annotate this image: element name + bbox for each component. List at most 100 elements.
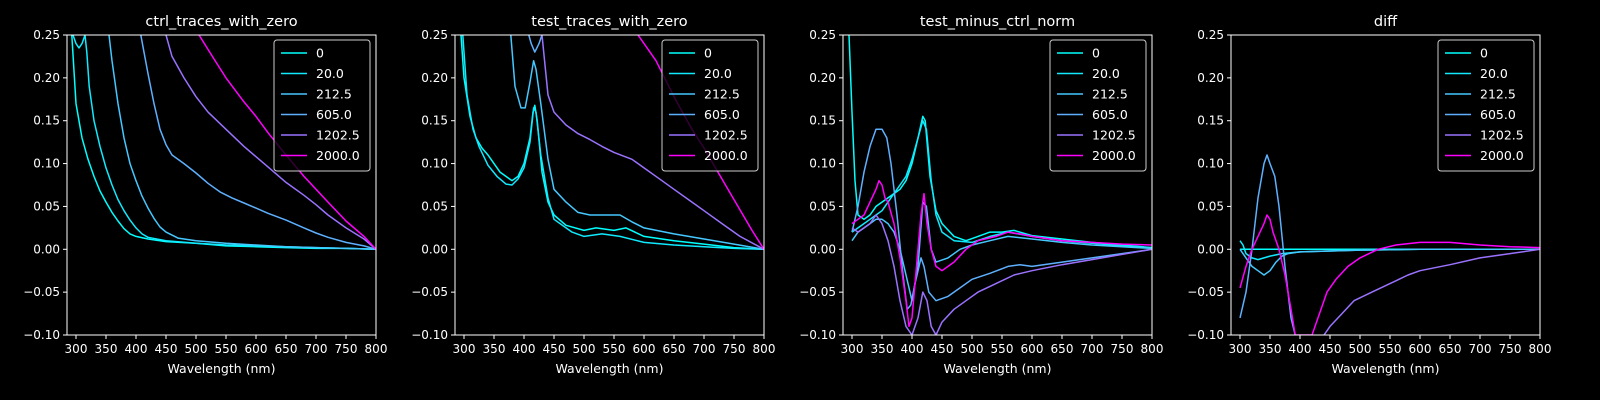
x-tick-label: 800 bbox=[1529, 342, 1552, 356]
y-tick-label: 0.25 bbox=[1197, 28, 1224, 42]
x-axis-label: Wavelength (nm) bbox=[944, 361, 1052, 376]
plot-frame bbox=[454, 34, 765, 336]
x-tick-label: 700 bbox=[693, 342, 716, 356]
series-group bbox=[460, 35, 764, 251]
x-tick-label: 500 bbox=[1349, 342, 1372, 356]
legend-label: 605.0 bbox=[1480, 107, 1516, 122]
legend: 0 20.0 212.5 605.0 1202.5 2000.0 bbox=[1049, 39, 1147, 172]
x-tick-label: 550 bbox=[215, 342, 238, 356]
x-axis-label: Wavelength (nm) bbox=[1332, 361, 1440, 376]
x-tick-label: 800 bbox=[753, 342, 776, 356]
x-tick-label: 350 bbox=[483, 342, 506, 356]
x-tick-label: 350 bbox=[1259, 342, 1282, 356]
series-line-2 bbox=[108, 35, 376, 251]
y-tick-label: −0.10 bbox=[799, 328, 836, 342]
y-tick-label: 0.25 bbox=[33, 28, 60, 42]
y-tick-label: 0.00 bbox=[421, 242, 448, 256]
legend: 0 20.0 212.5 605.0 1202.5 2000.0 bbox=[273, 39, 371, 172]
legend-label: 605.0 bbox=[704, 107, 740, 122]
plot-frame bbox=[66, 34, 377, 336]
series-line-3 bbox=[528, 35, 543, 53]
x-tick-label: 650 bbox=[1051, 342, 1074, 356]
series-line-4 bbox=[1323, 248, 1540, 335]
legend-label: 212.5 bbox=[704, 87, 740, 102]
legend-label: 2000.0 bbox=[1480, 148, 1524, 163]
x-tick-label: 650 bbox=[663, 342, 686, 356]
x-tick-label: 600 bbox=[1409, 342, 1432, 356]
y-tick-label: −0.10 bbox=[411, 328, 448, 342]
legend-label: 212.5 bbox=[316, 87, 352, 102]
x-tick-label: 500 bbox=[185, 342, 208, 356]
legend-label: 0 bbox=[1092, 46, 1100, 61]
series-group bbox=[1239, 154, 1540, 335]
y-tick-label: 0.05 bbox=[33, 199, 60, 213]
x-tick-label: 400 bbox=[1289, 342, 1312, 356]
x-tick-label: 600 bbox=[633, 342, 656, 356]
series-line-1 bbox=[72, 35, 376, 251]
legend-label: 2000.0 bbox=[316, 148, 360, 163]
x-tick-label: 350 bbox=[871, 342, 894, 356]
x-tick-label: 700 bbox=[1081, 342, 1104, 356]
x-tick-label: 550 bbox=[1379, 342, 1402, 356]
legend-label: 20.0 bbox=[1480, 66, 1508, 81]
x-tick-label: 400 bbox=[513, 342, 536, 356]
y-tick-label: −0.10 bbox=[1187, 328, 1224, 342]
legend-label: 1202.5 bbox=[704, 128, 748, 143]
series-line-4 bbox=[541, 35, 764, 250]
series-line-3 bbox=[140, 35, 376, 251]
x-tick-label: 600 bbox=[245, 342, 268, 356]
legend-label: 605.0 bbox=[1092, 107, 1128, 122]
y-tick-label: 0.25 bbox=[809, 28, 836, 42]
y-tick-label: 0.20 bbox=[1197, 71, 1224, 85]
plot-frame bbox=[842, 34, 1153, 336]
x-tick-label: 550 bbox=[991, 342, 1014, 356]
chart-title: ctrl_traces_with_zero bbox=[145, 14, 297, 30]
x-tick-label: 300 bbox=[841, 342, 864, 356]
x-tick-label: 650 bbox=[1439, 342, 1462, 356]
chart-title: test_minus_ctrl_norm bbox=[920, 14, 1075, 30]
legend-label: 1202.5 bbox=[316, 128, 360, 143]
x-tick-label: 450 bbox=[543, 342, 566, 356]
series-line-0 bbox=[460, 35, 764, 251]
x-axis-label: Wavelength (nm) bbox=[556, 361, 664, 376]
legend-label: 20.0 bbox=[1092, 66, 1120, 81]
series-line-2 bbox=[510, 35, 764, 251]
legend-label: 2000.0 bbox=[1092, 148, 1136, 163]
y-tick-label: 0.15 bbox=[1197, 114, 1224, 128]
y-tick-label: 0.00 bbox=[809, 242, 836, 256]
series-line-3 bbox=[851, 128, 1152, 311]
legend: 0 20.0 212.5 605.0 1202.5 2000.0 bbox=[1437, 39, 1535, 172]
y-tick-label: 0.05 bbox=[1197, 199, 1224, 213]
x-tick-label: 400 bbox=[125, 342, 148, 356]
x-tick-label: 700 bbox=[1469, 342, 1492, 356]
x-tick-label: 450 bbox=[1319, 342, 1342, 356]
x-tick-label: 800 bbox=[365, 342, 388, 356]
x-tick-label: 750 bbox=[723, 342, 746, 356]
x-tick-label: 350 bbox=[95, 342, 118, 356]
y-tick-label: 0.20 bbox=[33, 71, 60, 85]
chart-panel-0: ctrl_traces_with_zero 300 350 400 450 500 550 6… bbox=[23, 14, 387, 376]
x-tick-label: 500 bbox=[573, 342, 596, 356]
y-tick-label: 0.10 bbox=[421, 157, 448, 171]
y-tick-label: 0.10 bbox=[1197, 157, 1224, 171]
legend-label: 605.0 bbox=[316, 107, 352, 122]
y-tick-label: −0.05 bbox=[23, 285, 60, 299]
y-tick-label: 0.15 bbox=[809, 114, 836, 128]
legend-label: 212.5 bbox=[1092, 87, 1128, 102]
x-tick-label: 300 bbox=[1229, 342, 1252, 356]
series-line-3 bbox=[1239, 154, 1296, 335]
x-tick-label: 550 bbox=[603, 342, 626, 356]
legend: 0 20.0 212.5 605.0 1202.5 2000.0 bbox=[661, 39, 759, 172]
x-tick-label: 450 bbox=[155, 342, 178, 356]
y-tick-label: 0.20 bbox=[421, 71, 448, 85]
legend-label: 2000.0 bbox=[704, 148, 748, 163]
series-line-0 bbox=[848, 35, 1152, 249]
series-line-4 bbox=[165, 35, 376, 250]
plot-frame bbox=[1230, 34, 1541, 336]
x-tick-label: 500 bbox=[961, 342, 984, 356]
y-tick-label: 0.15 bbox=[421, 114, 448, 128]
legend-label: 0 bbox=[704, 46, 712, 61]
x-tick-label: 600 bbox=[1021, 342, 1044, 356]
legend-label: 0 bbox=[316, 46, 324, 61]
